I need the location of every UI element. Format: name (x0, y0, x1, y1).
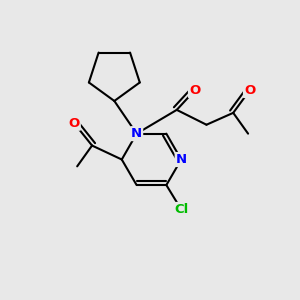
Text: Cl: Cl (174, 203, 188, 216)
Text: N: N (131, 127, 142, 140)
Text: O: O (244, 84, 255, 97)
Text: N: N (176, 153, 187, 166)
Text: O: O (69, 117, 80, 130)
Text: O: O (189, 84, 200, 97)
